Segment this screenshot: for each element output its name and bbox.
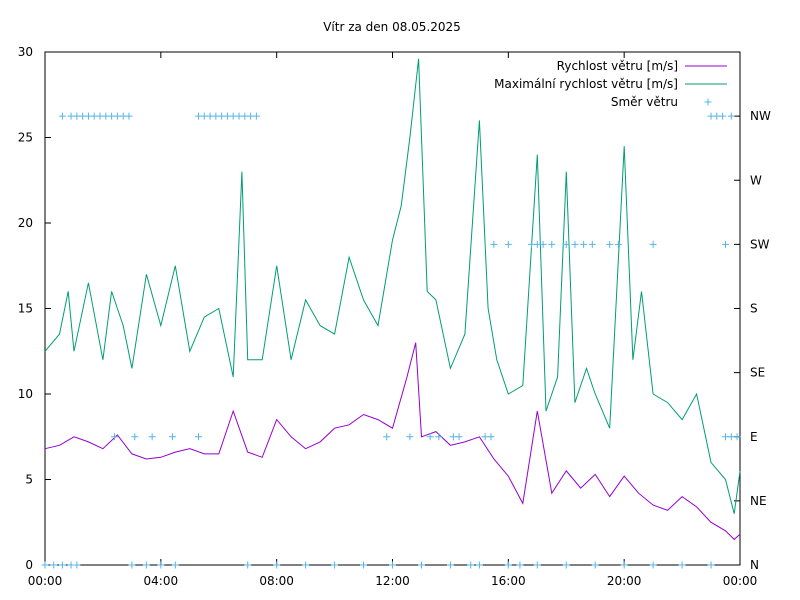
direction-point <box>588 240 596 248</box>
max-wind-speed-line <box>44 58 741 514</box>
direction-point <box>331 561 339 569</box>
x-tick-label: 00:00 <box>28 574 63 588</box>
direction-point <box>516 561 524 569</box>
direction-point <box>707 561 715 569</box>
direction-point <box>649 561 657 569</box>
y-tick-label-left: 20 <box>18 216 33 230</box>
direction-point <box>252 112 260 120</box>
direction-point <box>649 240 657 248</box>
direction-point <box>539 240 547 248</box>
y-tick-label-right: E <box>750 430 758 444</box>
direction-point <box>455 433 463 441</box>
direction-point <box>504 561 512 569</box>
direction-point <box>194 433 202 441</box>
direction-point <box>171 561 179 569</box>
direction-point <box>131 433 139 441</box>
y-tick-label-left: 30 <box>18 45 33 59</box>
direction-point <box>302 561 310 569</box>
direction-point <box>620 561 628 569</box>
direction-point <box>591 561 599 569</box>
direction-point <box>487 433 495 441</box>
direction-point <box>41 561 49 569</box>
direction-point <box>467 561 475 569</box>
direction-point <box>614 240 622 248</box>
y-tick-label-left: 15 <box>18 302 33 316</box>
direction-point <box>562 240 570 248</box>
legend-label: Směr větru <box>611 95 678 109</box>
direction-point <box>168 433 176 441</box>
direction-point <box>446 561 454 569</box>
direction-point <box>148 433 156 441</box>
direction-point <box>571 240 579 248</box>
series-layer <box>41 58 741 569</box>
direction-point <box>719 112 727 120</box>
direction-point <box>360 561 368 569</box>
direction-point <box>533 561 541 569</box>
direction-point <box>417 561 425 569</box>
y-tick-label-right: N <box>750 558 759 572</box>
direction-point <box>504 240 512 248</box>
direction-point <box>128 561 136 569</box>
direction-point <box>157 561 165 569</box>
y-tick-label-right: NE <box>750 494 767 508</box>
y-tick-label-left: 0 <box>25 558 33 572</box>
plot-frame <box>44 51 741 566</box>
axes: 0 5 10 15 20 25 30 N NE E SE S SW W NW 00:00 04:00 08:00 1… <box>18 45 771 588</box>
direction-point <box>389 561 396 569</box>
direction-point <box>383 433 391 441</box>
y-tick-label-right: SE <box>750 366 765 380</box>
direction-point <box>273 561 281 569</box>
direction-point <box>562 561 570 569</box>
y-tick-label-left: 10 <box>18 387 33 401</box>
direction-point <box>678 561 686 569</box>
y-tick-label-left: 5 <box>25 473 33 487</box>
x-tick-label: 16:00 <box>491 574 526 588</box>
legend-label: Rychlost větru [m/s] <box>557 59 678 73</box>
direction-point <box>406 433 414 441</box>
x-tick-label: 08:00 <box>259 574 294 588</box>
direction-point <box>73 561 81 569</box>
y-tick-label-right: NW <box>750 109 771 123</box>
y-tick-label-right: S <box>750 302 758 316</box>
direction-point <box>475 561 483 569</box>
x-tick-label: 00:00 <box>723 574 758 588</box>
direction-point <box>244 561 252 569</box>
direction-point <box>580 240 588 248</box>
direction-point <box>435 433 443 441</box>
chart-title: Vítr za den 08.05.2025 <box>323 20 461 34</box>
direction-point <box>426 433 434 441</box>
legend-label: Maximální rychlost větru [m/s] <box>494 77 678 91</box>
wind-speed-line <box>44 342 741 541</box>
direction-point <box>58 112 66 120</box>
direction-point <box>111 433 118 441</box>
direction-point <box>490 240 498 248</box>
x-tick-label: 20:00 <box>607 574 642 588</box>
x-tick-label: 12:00 <box>375 574 410 588</box>
legend: Rychlost větru [m/s] Maximální rychlost v… <box>494 59 727 109</box>
direction-point <box>125 112 133 120</box>
y-tick-label-right: W <box>750 173 762 187</box>
direction-point <box>722 240 730 248</box>
direction-point <box>58 561 66 569</box>
direction-point <box>733 433 741 441</box>
direction-point <box>606 240 614 248</box>
y-tick-label-right: SW <box>750 237 770 251</box>
direction-point <box>142 561 150 569</box>
x-tick-label: 04:00 <box>144 574 179 588</box>
direction-point <box>548 240 556 248</box>
y-tick-label-left: 25 <box>18 131 33 145</box>
direction-point <box>727 112 735 120</box>
direction-point <box>50 561 58 569</box>
